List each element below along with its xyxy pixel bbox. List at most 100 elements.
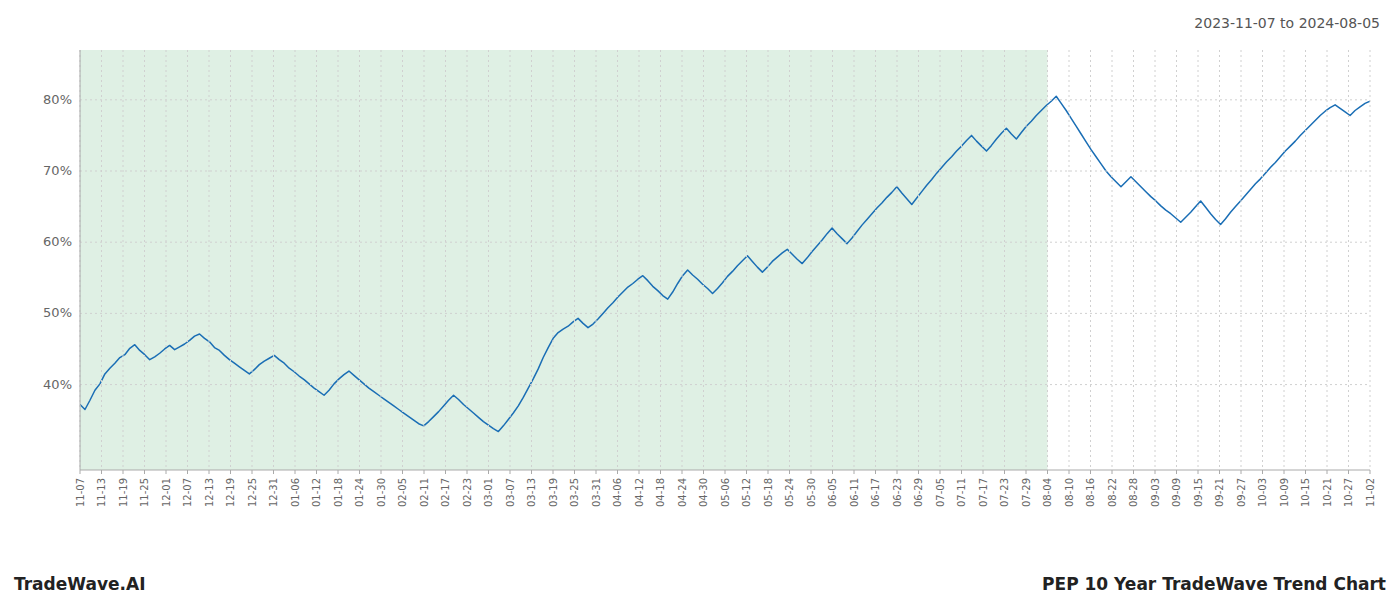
x-tick bbox=[230, 470, 231, 474]
x-tick bbox=[1241, 470, 1242, 474]
x-tick-label: 08-16 bbox=[1085, 478, 1096, 507]
x-tick bbox=[359, 470, 360, 474]
x-tick-label: 10-09 bbox=[1279, 478, 1290, 507]
x-grid-line bbox=[187, 50, 188, 470]
x-grid-line bbox=[983, 50, 984, 470]
x-grid-line bbox=[940, 50, 941, 470]
x-tick-label: 01-24 bbox=[354, 478, 365, 507]
x-grid-line bbox=[832, 50, 833, 470]
x-tick bbox=[123, 470, 124, 474]
x-tick-label: 11-19 bbox=[118, 478, 129, 507]
y-tick-label: 70% bbox=[43, 163, 72, 178]
x-tick bbox=[273, 470, 274, 474]
x-tick bbox=[402, 470, 403, 474]
x-grid-line bbox=[596, 50, 597, 470]
x-tick bbox=[617, 470, 618, 474]
x-grid-line bbox=[897, 50, 898, 470]
x-grid-line bbox=[1047, 50, 1048, 470]
x-tick bbox=[1348, 470, 1349, 474]
x-tick bbox=[510, 470, 511, 474]
x-grid-line bbox=[445, 50, 446, 470]
x-tick-label: 03-07 bbox=[505, 478, 516, 507]
x-grid-line bbox=[209, 50, 210, 470]
x-tick-label: 07-11 bbox=[956, 478, 967, 507]
x-tick-label: 09-03 bbox=[1150, 478, 1161, 507]
x-tick bbox=[725, 470, 726, 474]
x-tick bbox=[961, 470, 962, 474]
x-tick bbox=[1112, 470, 1113, 474]
x-tick bbox=[1370, 470, 1371, 474]
x-grid-line bbox=[1284, 50, 1285, 470]
x-tick bbox=[144, 470, 145, 474]
x-tick bbox=[467, 470, 468, 474]
x-tick bbox=[1133, 470, 1134, 474]
x-tick bbox=[295, 470, 296, 474]
x-grid-line bbox=[682, 50, 683, 470]
x-tick bbox=[940, 470, 941, 474]
x-tick bbox=[983, 470, 984, 474]
x-tick bbox=[789, 470, 790, 474]
x-tick-label: 09-09 bbox=[1171, 478, 1182, 507]
x-tick bbox=[531, 470, 532, 474]
x-grid-line bbox=[1348, 50, 1349, 470]
x-tick-label: 03-31 bbox=[591, 478, 602, 507]
x-tick bbox=[1090, 470, 1091, 474]
x-grid-line bbox=[424, 50, 425, 470]
x-grid-line bbox=[1090, 50, 1091, 470]
x-tick-label: 03-13 bbox=[526, 478, 537, 507]
x-grid-line bbox=[660, 50, 661, 470]
x-grid-line bbox=[553, 50, 554, 470]
x-tick bbox=[660, 470, 661, 474]
x-tick-label: 04-30 bbox=[698, 478, 709, 507]
x-grid-line bbox=[961, 50, 962, 470]
x-grid-line bbox=[467, 50, 468, 470]
subtitle: 2023-11-07 to 2024-08-05 bbox=[1194, 15, 1380, 31]
x-tick-label: 09-27 bbox=[1236, 478, 1247, 507]
x-tick bbox=[1219, 470, 1220, 474]
x-grid-line bbox=[1155, 50, 1156, 470]
x-grid-line bbox=[1004, 50, 1005, 470]
x-tick-label: 07-29 bbox=[1021, 478, 1032, 507]
x-tick-label: 01-18 bbox=[333, 478, 344, 507]
x-tick bbox=[1069, 470, 1070, 474]
x-axis-line bbox=[80, 470, 1370, 471]
x-tick-label: 07-17 bbox=[978, 478, 989, 507]
x-tick bbox=[101, 470, 102, 474]
x-tick bbox=[338, 470, 339, 474]
x-tick-label: 10-21 bbox=[1322, 478, 1333, 507]
y-grid-line bbox=[80, 313, 1370, 314]
x-tick-label: 03-01 bbox=[483, 478, 494, 507]
x-tick bbox=[875, 470, 876, 474]
x-tick bbox=[166, 470, 167, 474]
x-tick bbox=[1026, 470, 1027, 474]
x-tick-label: 12-25 bbox=[247, 478, 258, 507]
x-grid-line bbox=[101, 50, 102, 470]
x-tick-label: 06-11 bbox=[849, 478, 860, 507]
x-tick-label: 01-30 bbox=[376, 478, 387, 507]
x-tick-label: 02-05 bbox=[397, 478, 408, 507]
x-grid-line bbox=[230, 50, 231, 470]
x-tick-label: 04-06 bbox=[612, 478, 623, 507]
x-tick-label: 07-05 bbox=[935, 478, 946, 507]
x-tick bbox=[1155, 470, 1156, 474]
y-tick-label: 60% bbox=[43, 234, 72, 249]
x-tick-label: 10-03 bbox=[1257, 478, 1268, 507]
x-grid-line bbox=[574, 50, 575, 470]
x-grid-line bbox=[1219, 50, 1220, 470]
x-tick-label: 09-21 bbox=[1214, 478, 1225, 507]
x-grid-line bbox=[811, 50, 812, 470]
title: PEP 10 Year TradeWave Trend Chart bbox=[1042, 574, 1386, 594]
x-tick-label: 11-13 bbox=[96, 478, 107, 507]
x-tick bbox=[1047, 470, 1048, 474]
brand: TradeWave.AI bbox=[14, 574, 145, 594]
x-tick-label: 05-24 bbox=[784, 478, 795, 507]
x-grid-line bbox=[1026, 50, 1027, 470]
x-tick-label: 04-18 bbox=[655, 478, 666, 507]
x-tick bbox=[1004, 470, 1005, 474]
x-grid-line bbox=[273, 50, 274, 470]
x-tick-label: 03-19 bbox=[548, 478, 559, 507]
x-tick-label: 08-28 bbox=[1128, 478, 1139, 507]
x-tick-label: 08-22 bbox=[1107, 478, 1118, 507]
x-tick bbox=[316, 470, 317, 474]
x-tick-label: 05-30 bbox=[806, 478, 817, 507]
